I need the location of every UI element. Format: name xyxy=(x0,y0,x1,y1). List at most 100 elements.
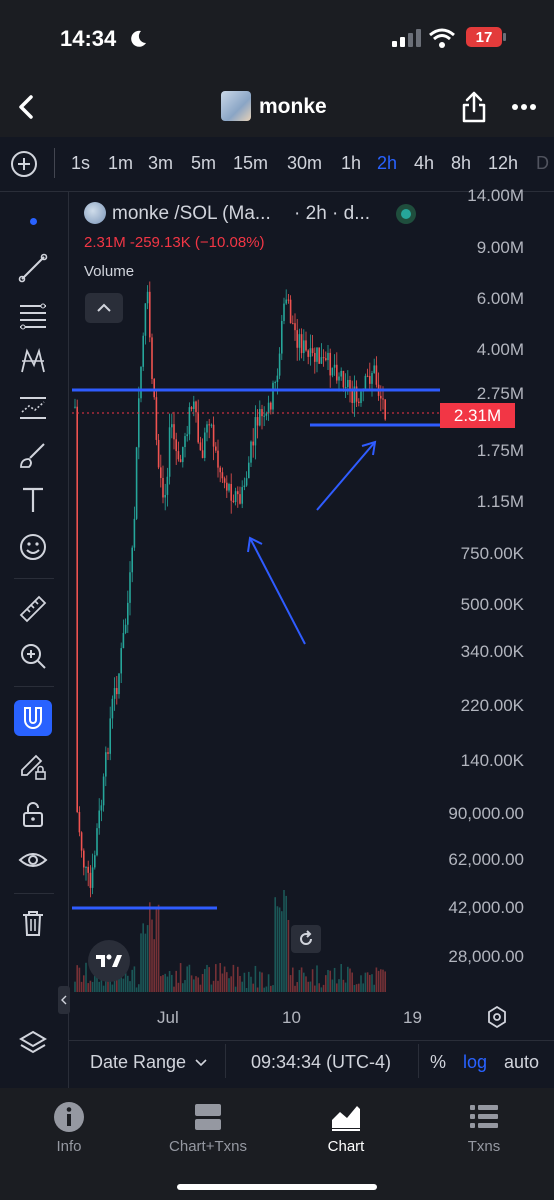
volume-bar xyxy=(354,985,356,992)
legend-symbol: monke /SOL (Ma... xyxy=(112,203,271,224)
timeframe-1m[interactable]: 1m xyxy=(108,153,133,174)
volume-bar xyxy=(369,975,371,992)
tradingview-logo[interactable] xyxy=(88,940,130,982)
volume-bar xyxy=(244,973,246,992)
volume-bar xyxy=(140,933,142,992)
tab-info[interactable]: Info xyxy=(9,1100,129,1155)
candle-body xyxy=(274,382,276,383)
market-status-icon xyxy=(396,204,416,224)
fib-tool[interactable] xyxy=(14,297,52,333)
zoom-tool[interactable] xyxy=(14,638,52,674)
volume-bar xyxy=(178,983,180,992)
tab-txns[interactable]: Txns xyxy=(424,1100,544,1155)
candle-body xyxy=(180,459,182,462)
candle-body xyxy=(105,752,107,776)
pattern-tool[interactable] xyxy=(14,343,52,379)
back-icon[interactable] xyxy=(14,94,40,120)
auto-toggle[interactable]: auto xyxy=(504,1052,539,1073)
volume-bar xyxy=(358,984,360,992)
timeframe-15m[interactable]: 15m xyxy=(233,153,268,174)
chevron-up-icon xyxy=(96,303,112,313)
arrow-up-right[interactable] xyxy=(317,442,375,510)
add-indicator-icon[interactable] xyxy=(10,150,38,178)
timeframe-4h[interactable]: 4h xyxy=(414,153,434,174)
candle-body xyxy=(142,336,144,367)
candle-body xyxy=(277,376,279,382)
settings-icon[interactable] xyxy=(486,1006,508,1028)
candle-body xyxy=(347,380,349,387)
toolbar-collapse-handle[interactable] xyxy=(58,986,70,1014)
cursor-dot-icon[interactable] xyxy=(30,218,37,225)
date-range-label: Date Range xyxy=(90,1052,186,1072)
candle-body xyxy=(164,495,166,498)
timeframe-8h[interactable]: 8h xyxy=(451,153,471,174)
divider xyxy=(14,893,54,894)
log-toggle[interactable]: log xyxy=(463,1052,487,1073)
date-range-button[interactable]: Date Range xyxy=(90,1052,207,1073)
candles xyxy=(74,281,386,897)
candle-body xyxy=(116,688,118,694)
prediction-tool[interactable] xyxy=(14,390,52,426)
percent-toggle[interactable]: % xyxy=(430,1052,446,1073)
candle-body xyxy=(195,402,197,413)
volume-bar xyxy=(237,967,239,992)
ruler-tool[interactable] xyxy=(14,591,52,627)
volume-bar xyxy=(197,977,199,992)
legend-title[interactable]: monke /SOL (Ma... · 2h · d... xyxy=(112,203,370,225)
volume-bar xyxy=(147,925,149,992)
timeframe-1s[interactable]: 1s xyxy=(71,153,90,174)
hide-tool[interactable] xyxy=(14,842,52,878)
unlock-icon xyxy=(17,798,49,830)
price-tick: 28,000.00 xyxy=(448,947,524,967)
reset-chart-button[interactable] xyxy=(291,925,321,953)
delete-tool[interactable] xyxy=(14,905,52,941)
volume-bar xyxy=(283,890,285,992)
token-icon xyxy=(84,202,106,224)
lock-drawing-tool[interactable] xyxy=(14,748,52,784)
candle-body xyxy=(246,478,248,485)
timeframe-3m[interactable]: 3m xyxy=(148,153,173,174)
volume-bar xyxy=(371,974,373,992)
candle-body xyxy=(230,484,232,501)
candle-body xyxy=(131,548,133,573)
volume-bar xyxy=(321,987,323,992)
price-tick: 14.00M xyxy=(467,186,524,206)
trash-icon xyxy=(17,907,49,939)
layers-tool[interactable] xyxy=(14,1025,52,1061)
trendline-tool[interactable] xyxy=(14,250,52,286)
timeframe-2h[interactable]: 2h xyxy=(377,153,397,174)
share-icon[interactable] xyxy=(461,91,487,123)
candle-body xyxy=(343,371,345,387)
volume-bar xyxy=(228,978,230,992)
lock-tool[interactable] xyxy=(14,796,52,832)
legend-collapse-button[interactable] xyxy=(85,293,123,323)
timeframe-12h[interactable]: 12h xyxy=(488,153,518,174)
volume-bar xyxy=(235,987,237,992)
home-indicator xyxy=(177,1184,377,1190)
clock-time[interactable]: 09:34:34 (UTC-4) xyxy=(251,1052,391,1073)
timeframe-d[interactable]: D xyxy=(536,153,549,174)
volume-bar xyxy=(90,981,92,992)
text-tool[interactable] xyxy=(14,482,52,518)
tab-chart-txns[interactable]: Chart+Txns xyxy=(148,1100,268,1155)
candle-body xyxy=(184,436,186,447)
volume-bar xyxy=(272,985,274,992)
arrow-up-left[interactable] xyxy=(248,538,305,644)
price-axis[interactable] xyxy=(440,192,441,1040)
magnet-tool[interactable] xyxy=(14,700,52,736)
volume-bar xyxy=(222,974,224,992)
tab-chart[interactable]: Chart xyxy=(286,1100,406,1155)
timeframe-30m[interactable]: 30m xyxy=(287,153,322,174)
emoji-tool[interactable] xyxy=(14,529,52,565)
timeframe-5m[interactable]: 5m xyxy=(191,153,216,174)
timeframe-1h[interactable]: 1h xyxy=(341,153,361,174)
volume-bar xyxy=(142,923,144,992)
candle-body xyxy=(288,300,290,301)
horizontal-lines-icon xyxy=(17,299,49,331)
volume-bar xyxy=(288,920,290,992)
candle-body xyxy=(109,718,111,753)
more-icon[interactable] xyxy=(511,102,537,112)
page-title: monke xyxy=(259,95,327,119)
candle-body xyxy=(241,487,243,504)
brush-tool[interactable] xyxy=(14,437,52,473)
